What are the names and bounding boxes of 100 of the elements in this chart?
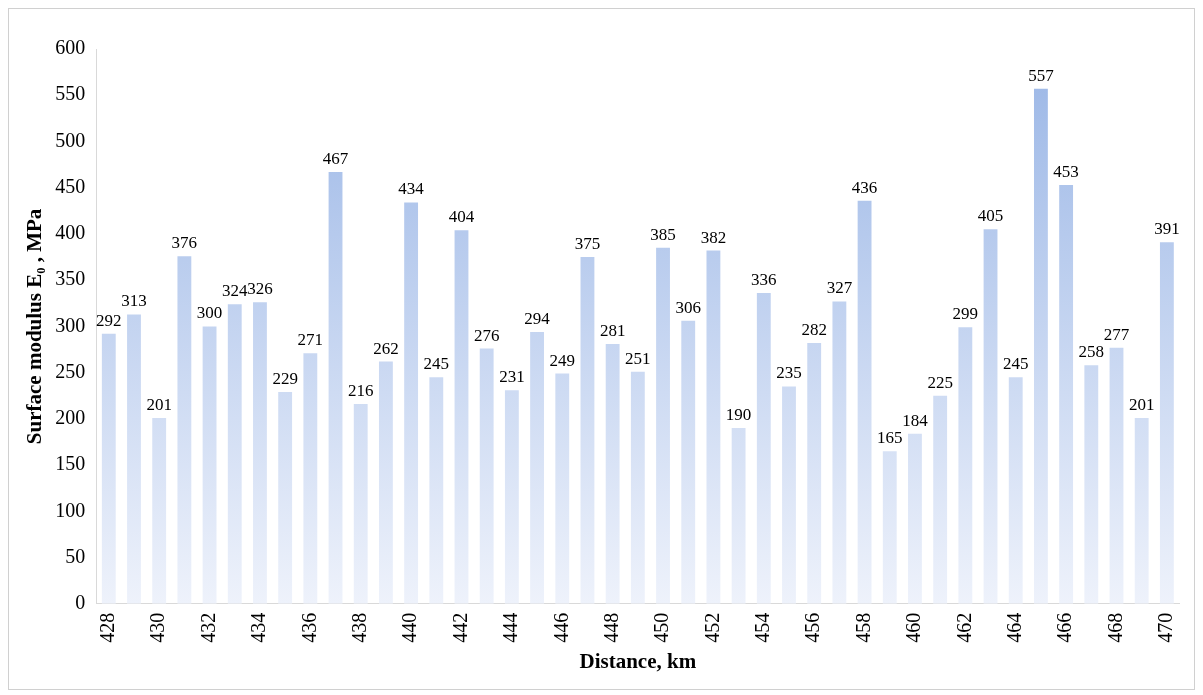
bar xyxy=(1059,184,1074,604)
data-label: 327 xyxy=(826,278,853,298)
data-label: 292 xyxy=(96,310,122,330)
bar xyxy=(656,247,670,604)
x-tick-label: 446 xyxy=(549,612,572,643)
x-tick-label: 430 xyxy=(146,612,169,643)
data-label: 201 xyxy=(1128,394,1155,414)
bar xyxy=(177,256,192,604)
x-tick-label: 458 xyxy=(851,612,874,643)
data-label: 165 xyxy=(877,428,903,448)
bar xyxy=(580,257,595,604)
data-label: 251 xyxy=(625,348,651,368)
bar xyxy=(1008,377,1023,604)
y-tick-label: 300 xyxy=(55,313,86,336)
y-tick-label: 350 xyxy=(55,267,86,290)
bar xyxy=(983,229,998,604)
data-label: 216 xyxy=(347,381,374,401)
x-tick-label: 440 xyxy=(398,612,421,643)
data-label: 281 xyxy=(599,320,626,340)
x-tick-label: 428 xyxy=(96,612,119,643)
bar xyxy=(429,377,444,604)
data-label: 382 xyxy=(700,227,727,247)
bar xyxy=(756,293,771,604)
x-tick-label: 436 xyxy=(297,612,320,643)
data-label: 306 xyxy=(675,297,701,317)
x-tick-label: 456 xyxy=(801,612,824,643)
data-label: 277 xyxy=(1103,324,1130,344)
y-tick-label: 550 xyxy=(55,82,86,105)
y-tick-label: 450 xyxy=(55,174,86,197)
data-label: 229 xyxy=(272,369,298,389)
data-label: 271 xyxy=(297,330,324,350)
x-tick-label: 464 xyxy=(1002,612,1025,643)
data-label: 249 xyxy=(549,350,576,370)
y-tick-label: 250 xyxy=(55,359,86,382)
bar xyxy=(202,326,217,604)
data-label: 375 xyxy=(574,234,601,254)
data-label: 453 xyxy=(1053,161,1079,181)
y-tick-label: 150 xyxy=(55,452,86,475)
x-tick-label: 470 xyxy=(1154,612,1177,643)
bar xyxy=(454,230,469,604)
data-label: 326 xyxy=(247,279,273,299)
x-tick-label: 450 xyxy=(650,612,673,643)
data-label: 231 xyxy=(499,367,525,387)
x-tick-label: 468 xyxy=(1103,612,1126,643)
x-tick-label: 444 xyxy=(499,612,522,643)
x-tick-label: 448 xyxy=(599,612,622,643)
data-label: 184 xyxy=(902,410,929,430)
bar xyxy=(782,386,796,604)
y-tick-label: 0 xyxy=(75,591,86,614)
data-label: 336 xyxy=(751,270,777,290)
data-label: 557 xyxy=(1028,65,1055,85)
data-label: 190 xyxy=(725,405,752,425)
bar xyxy=(1033,88,1048,604)
bar xyxy=(681,320,696,604)
bar xyxy=(404,202,419,604)
y-axis-title: Surface modulus E₀ , MPa xyxy=(22,208,47,445)
bar xyxy=(857,200,872,604)
bar xyxy=(530,331,544,604)
data-label: 294 xyxy=(524,308,551,328)
bar xyxy=(278,392,293,604)
y-tick-label: 600 xyxy=(55,36,86,59)
x-tick-label: 462 xyxy=(952,612,975,643)
data-label: 313 xyxy=(121,291,147,311)
data-label: 434 xyxy=(398,179,425,199)
x-tick-label: 454 xyxy=(751,612,774,643)
bar xyxy=(1084,365,1099,604)
x-tick-label: 442 xyxy=(448,612,471,643)
data-label: 282 xyxy=(801,320,827,340)
y-tick-label: 400 xyxy=(55,221,86,244)
bar xyxy=(101,333,116,604)
data-label: 404 xyxy=(448,207,475,227)
x-tick-label: 460 xyxy=(902,612,925,643)
bar xyxy=(882,451,897,604)
data-label: 245 xyxy=(1002,354,1029,374)
data-label: 235 xyxy=(776,363,802,383)
data-label: 276 xyxy=(473,325,500,345)
data-label: 376 xyxy=(171,233,198,253)
data-label: 225 xyxy=(927,372,953,392)
bar xyxy=(731,428,746,604)
y-tick-label: 50 xyxy=(65,544,86,567)
bar xyxy=(555,373,570,604)
bar xyxy=(1109,347,1124,604)
bar xyxy=(253,302,267,604)
data-label: 405 xyxy=(977,206,1004,226)
bar xyxy=(832,301,847,604)
x-tick-label: 438 xyxy=(347,612,370,643)
x-tick-label: 434 xyxy=(247,612,270,643)
bar xyxy=(958,327,973,604)
x-axis-title: Distance, km xyxy=(579,648,697,673)
bar xyxy=(807,343,822,604)
bar xyxy=(353,404,368,604)
bar xyxy=(504,390,519,604)
bar xyxy=(378,361,393,604)
data-label: 467 xyxy=(322,148,349,168)
data-label: 201 xyxy=(146,394,172,414)
bar xyxy=(706,250,721,604)
data-label: 391 xyxy=(1154,219,1180,239)
x-tick-label: 432 xyxy=(196,612,219,643)
y-tick-label: 200 xyxy=(55,406,86,429)
data-label: 300 xyxy=(196,303,223,323)
